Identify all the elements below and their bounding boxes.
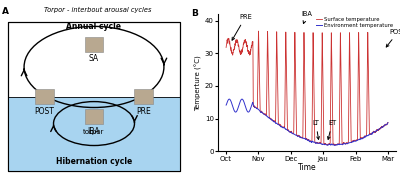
FancyBboxPatch shape	[134, 89, 153, 104]
Environment temperature	[242, 103, 247, 105]
Text: B: B	[191, 9, 198, 18]
Environment temperature	[365, 134, 370, 137]
Environment temperature	[382, 124, 387, 126]
Line: Environment temperature: Environment temperature	[226, 99, 388, 146]
Text: LT: LT	[312, 120, 320, 139]
Environment temperature	[252, 105, 257, 108]
Y-axis label: Temperture (°C): Temperture (°C)	[195, 55, 202, 111]
Surface temperature	[293, 51, 298, 53]
Text: A: A	[2, 7, 9, 16]
FancyBboxPatch shape	[8, 96, 180, 171]
Environment temperature	[386, 122, 390, 124]
Text: POST: POST	[386, 29, 400, 47]
Text: Hibernation cycle: Hibernation cycle	[56, 157, 132, 166]
Environment temperature	[293, 134, 298, 136]
Surface temperature	[256, 30, 261, 32]
Environment temperature	[332, 144, 337, 147]
Text: IBA: IBA	[88, 127, 100, 136]
Text: POST: POST	[34, 107, 54, 116]
FancyBboxPatch shape	[85, 109, 103, 124]
FancyBboxPatch shape	[35, 89, 54, 104]
Line: Surface temperature: Surface temperature	[226, 31, 388, 145]
Legend: Surface temperature, Environment temperature: Surface temperature, Environment tempera…	[315, 17, 393, 29]
Surface temperature	[365, 59, 370, 61]
Surface temperature	[386, 121, 390, 124]
FancyBboxPatch shape	[8, 22, 180, 171]
Text: IBA: IBA	[302, 11, 312, 24]
X-axis label: Time: Time	[298, 163, 316, 172]
Environment temperature	[224, 104, 228, 106]
Surface temperature	[242, 41, 247, 43]
Text: PRE: PRE	[136, 107, 151, 116]
Surface temperature	[382, 124, 387, 126]
Surface temperature	[252, 105, 256, 107]
Environment temperature	[227, 98, 232, 100]
Text: Annual cycle: Annual cycle	[66, 22, 122, 31]
Surface temperature	[332, 144, 337, 146]
Surface temperature	[224, 46, 228, 49]
Text: ET: ET	[328, 120, 336, 139]
Text: PRE: PRE	[232, 14, 252, 40]
FancyBboxPatch shape	[85, 37, 103, 52]
Text: torpor: torpor	[83, 130, 105, 136]
Environment temperature	[286, 129, 290, 131]
Surface temperature	[286, 129, 290, 131]
Text: Torpor - interbout arousal cycles: Torpor - interbout arousal cycles	[44, 7, 152, 13]
Text: SA: SA	[89, 54, 99, 63]
